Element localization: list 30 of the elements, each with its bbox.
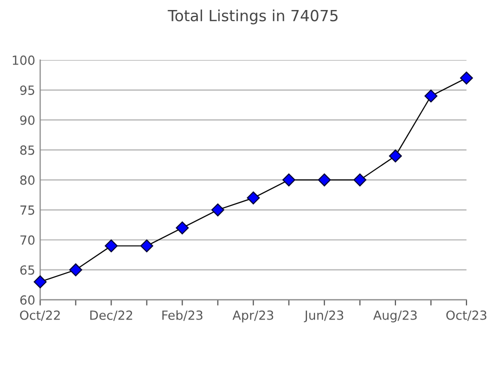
chart-title: Total Listings in 74075 [168,10,338,24]
x-tick-label: Jun/23 [304,310,344,322]
point [34,275,47,288]
x-tick-label: Feb/23 [162,310,202,321]
point [246,191,260,204]
point [318,173,331,186]
y-tick-label: 85 [20,145,34,155]
point [460,72,473,84]
x-tick-label: Oct/22 [20,310,60,321]
y-tick-label: 75 [20,206,34,215]
point [424,90,438,102]
point [69,263,82,276]
point [353,173,366,186]
x-tick-label: Apr/23 [232,310,274,322]
point [140,239,154,252]
y-tick-label: 95 [20,85,34,95]
y-tick-label: 100 [12,56,34,65]
y-tick-label: 90 [20,115,34,125]
point [211,203,224,216]
x-tick-label: Aug/23 [373,310,417,322]
x-tick-label: Dec/22 [90,310,132,321]
y-tick-label: 60 [20,295,34,305]
y-tick-label: 80 [20,175,34,185]
point [104,239,118,252]
point [388,150,402,162]
y-tick-label: 70 [20,235,34,245]
x-tick-label: Oct/23 [446,310,486,321]
point [176,221,189,234]
y-tick-label: 65 [20,265,34,275]
point [282,173,296,186]
